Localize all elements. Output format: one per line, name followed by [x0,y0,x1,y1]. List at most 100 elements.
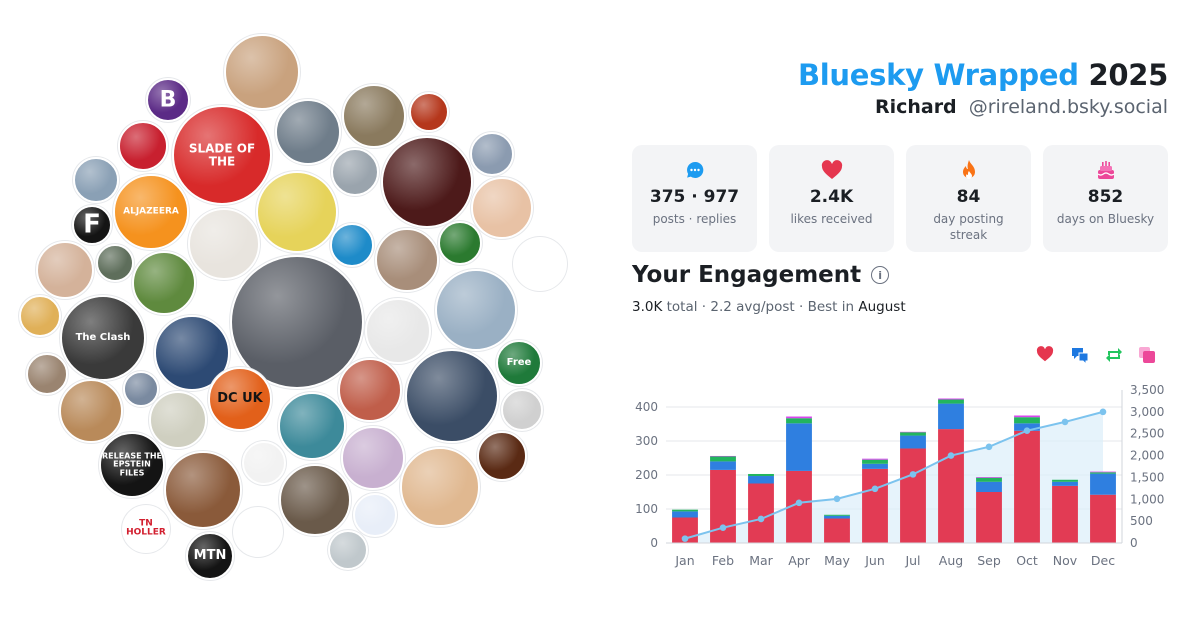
avatar[interactable] [381,136,473,228]
quote-icon[interactable] [1138,346,1158,366]
avatar[interactable] [164,451,242,529]
cumulative-point [985,443,993,451]
bar-quotes [938,398,964,400]
avatar[interactable] [118,121,168,171]
avatar[interactable] [73,157,119,203]
engagement-total: 3.0K [632,299,663,315]
bar-reposts [710,456,736,462]
avatar[interactable] [96,244,134,282]
avatar[interactable] [233,507,283,557]
avatar[interactable]: B [146,78,190,122]
reply-icon[interactable] [1070,346,1090,366]
avatar[interactable]: F [72,205,112,245]
bar-replies [1090,473,1116,495]
bar-replies [786,423,812,471]
avatar[interactable]: TN HOLLER [122,505,170,553]
avatar[interactable] [501,389,543,431]
avatar[interactable]: ALJAZEERA [113,174,189,250]
avatar[interactable]: MTN [186,532,234,580]
bar-likes [748,483,774,543]
cumulative-point [833,495,841,503]
cumulative-point [719,524,727,531]
avatar[interactable]: DC UK [208,367,272,431]
avatar[interactable] [471,177,533,239]
bar-quotes [786,416,812,419]
y-tick-label-right: 0 [1130,536,1138,550]
avatar[interactable] [279,464,351,536]
bar-reposts [976,477,1002,482]
avatar[interactable] [36,241,94,299]
avatar[interactable] [328,530,368,570]
avatar[interactable] [477,431,527,481]
avatar[interactable] [330,223,374,267]
avatar-label: ALJAZEERA [123,206,179,217]
avatar[interactable] [59,379,123,443]
cumulative-area [685,411,1103,543]
avatar-label: TN HOLLER [126,518,166,538]
y-tick-label-left: 200 [635,468,658,482]
avatar[interactable] [438,221,482,265]
avatar-label: The Clash [75,331,131,343]
avatar[interactable] [256,171,338,253]
avatar[interactable] [365,298,431,364]
avatar[interactable] [341,426,405,490]
avatar[interactable] [224,34,300,110]
chart-legend [1036,346,1158,366]
bar-reposts [1052,479,1078,482]
stat-value: 375 · 977 [649,187,740,207]
bar-quotes [900,431,926,433]
avatar[interactable] [19,295,61,337]
avatar[interactable] [400,447,480,527]
bar-reposts [938,399,964,404]
avatar[interactable]: Free [496,340,542,386]
avatar[interactable]: SLADE OF THE [172,105,272,205]
avatar[interactable] [132,251,196,315]
info-icon[interactable]: i [871,266,890,284]
avatar[interactable] [242,441,286,485]
heart-icon[interactable] [1036,346,1056,366]
bar-replies [862,463,888,469]
bar-replies [938,403,964,430]
bar-quotes [1090,471,1116,473]
avatar[interactable] [353,493,397,537]
avatar[interactable] [149,391,207,449]
bar-reposts [748,473,774,477]
avatar[interactable] [513,237,567,291]
y-tick-label-right: 1,000 [1130,492,1164,506]
avatar[interactable]: RELEASE THE EPSTEIN FILES [99,432,165,498]
bar-reposts [900,432,926,436]
stat-card-likes: 2.4K likes received [769,145,894,252]
avatar[interactable] [375,228,439,292]
stat-label: posts · replies [652,212,737,226]
avatar[interactable] [275,99,341,165]
page-title: Bluesky Wrapped 2025 [798,58,1168,92]
y-tick-label-right: 1,500 [1130,470,1164,484]
stat-value: 84 [956,187,981,207]
chat-bubble-icon [632,159,757,181]
separator-dot: · [701,299,707,315]
bar-likes [862,468,888,543]
avatar[interactable] [409,92,449,132]
avatar[interactable] [331,148,379,196]
repost-icon[interactable] [1104,346,1124,366]
avatar[interactable] [123,371,159,407]
user-line: Richard @rireland.bsky.social [798,96,1168,118]
avatar[interactable] [405,349,499,443]
avatar[interactable] [188,208,260,280]
avatar[interactable] [26,353,68,395]
avatar[interactable] [470,132,514,176]
avatar[interactable] [342,84,406,148]
bar-likes [824,518,850,543]
stat-card-posts: 375 · 977 posts · replies [632,145,757,252]
y-tick-label-right: 3,000 [1130,405,1164,419]
bar-replies [900,435,926,449]
bar-reposts [672,509,698,512]
x-tick-label: May [824,553,850,568]
bar-likes [1052,485,1078,543]
avatar[interactable] [338,358,402,422]
avatar[interactable]: The Clash [60,295,146,381]
avatar[interactable] [278,392,346,460]
avatar[interactable] [230,255,364,389]
avatar[interactable] [435,269,517,351]
cumulative-point [909,471,917,478]
